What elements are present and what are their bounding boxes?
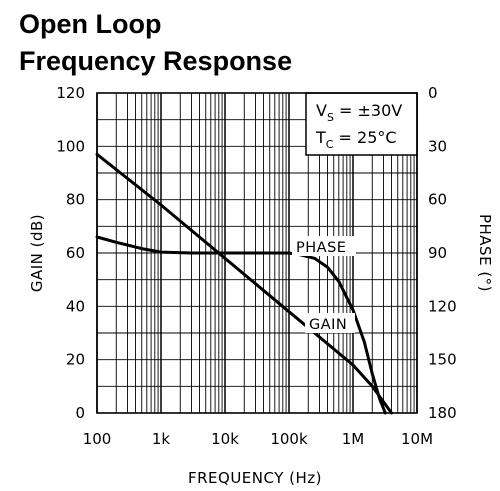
x-axis-title: FREQUENCY (Hz): [188, 469, 322, 487]
tick-labels: 100 1k 10k 100k 1M 10M 0 20 40 60 80 100 120 0 30 60 90 1…: [56, 84, 456, 448]
chart-title-line-1: Open Loop: [19, 9, 161, 39]
case-temperature-note: TC = 25°C: [315, 128, 397, 151]
x-tick-label: 10k: [211, 430, 239, 448]
y2-tick-label: 150: [428, 351, 457, 369]
plot-frame: [96, 92, 418, 414]
y2-tick-label: 0: [428, 84, 438, 102]
y-axis-title: GAIN (dB): [28, 214, 46, 292]
y-tick-label: 120: [56, 84, 85, 102]
y2-tick-label: 30: [428, 137, 447, 155]
phase-label-bg: [292, 236, 356, 256]
y-tick-label: 100: [56, 137, 85, 155]
y-tick-label: 40: [66, 297, 85, 315]
y2-tick-label: 90: [428, 244, 447, 262]
series-line-gain: [95, 152, 393, 415]
x-tick-label: 100k: [270, 430, 308, 448]
x-tick-label: 100: [83, 430, 112, 448]
gain-label-bg: [305, 313, 355, 333]
y2-axis-title: PHASE (°): [476, 214, 494, 292]
y2-tick-label: 120: [428, 297, 457, 315]
x-tick-label: 1M: [342, 430, 365, 448]
series-label-gain: GAIN: [309, 317, 347, 333]
series-label-phase: PHASE: [296, 240, 346, 256]
chart-title-line-2: Frequency Response: [19, 46, 292, 76]
y-tick-label: 20: [66, 351, 85, 369]
y-tick-label: 0: [75, 404, 85, 422]
y-tick-label: 80: [66, 191, 85, 209]
y-tick-label: 60: [66, 244, 85, 262]
y2-tick-label: 60: [428, 191, 447, 209]
supply-voltage-note: VS = ±30V: [316, 101, 402, 124]
x-tick-label: 10M: [401, 430, 433, 448]
x-tick-label: 1k: [152, 430, 171, 448]
y2-tick-label: 180: [428, 404, 457, 422]
